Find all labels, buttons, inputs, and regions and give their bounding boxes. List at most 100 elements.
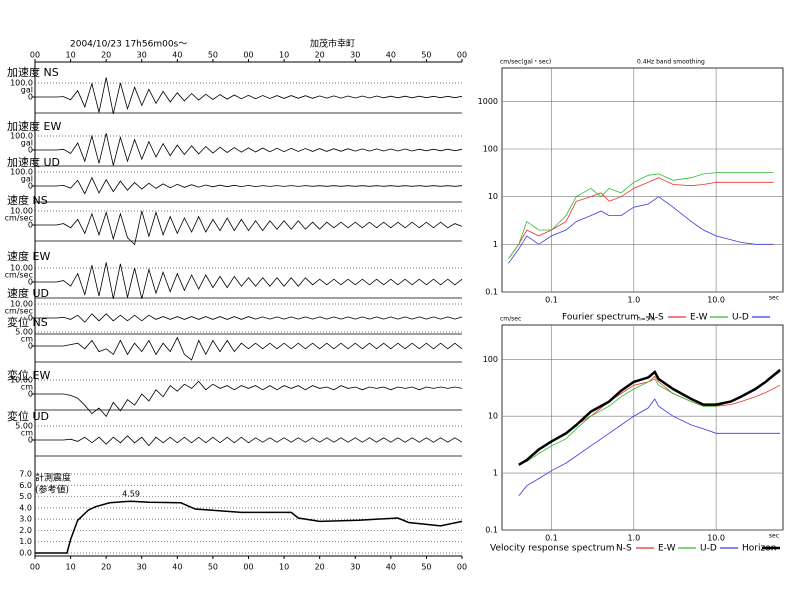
legend-label: E-W	[690, 313, 708, 323]
x-axis-label: sec	[769, 295, 779, 302]
trace-unit: cm	[21, 383, 33, 392]
legend-label: U-D	[732, 313, 749, 323]
x-tick-label: 1.0	[627, 534, 640, 543]
trace-scale-label: 0	[28, 93, 33, 102]
trace-label: 速度 NS	[7, 193, 48, 207]
trace-label: 速度 UD	[7, 286, 49, 300]
y-tick-label: 0.0	[19, 549, 32, 558]
x-tick-label: 30	[137, 563, 147, 572]
legend-label: U-D	[700, 544, 717, 554]
x-tick-label: 20	[315, 51, 325, 60]
y-axis-label: cm/sec(gal・sec)	[500, 59, 551, 66]
trace-scale-label: 100.0	[10, 79, 33, 88]
trace-unit: cm	[21, 429, 33, 438]
x-tick-label: 00	[457, 563, 467, 572]
x-tick-label: 40	[172, 563, 182, 572]
x-tick-label: 00	[243, 51, 253, 60]
x-tick-label: 30	[350, 51, 360, 60]
y-tick-label: 7.0	[19, 470, 32, 479]
trace-label: 変位 NS	[7, 315, 48, 329]
trace-scale-label: 5.00	[15, 422, 33, 431]
trace-scale-label: 0	[28, 278, 33, 287]
y-tick-label: 0.1	[485, 526, 498, 535]
y-tick-label: 10	[488, 192, 498, 201]
x-tick-label: 00	[30, 563, 40, 572]
trace-label: 変位 EW	[7, 368, 50, 382]
intensity-subtitle: (参考値)	[35, 484, 69, 496]
trace-unit: gal	[21, 86, 33, 95]
trace	[35, 435, 463, 447]
x-axis-label: sec	[769, 533, 779, 540]
trace-scale-label: 0	[28, 390, 33, 399]
trace	[35, 380, 463, 418]
trace-label: 加速度 NS	[7, 65, 59, 79]
station-name: 加茂市幸町	[310, 38, 355, 50]
annotation: h=5%	[637, 316, 656, 323]
trace	[35, 210, 463, 246]
peak-label: 4.59	[122, 490, 140, 499]
intensity-title: 計測震度	[35, 472, 71, 484]
y-tick-label: 100	[483, 144, 498, 153]
trace-scale-label: 10.00	[10, 376, 33, 385]
x-tick-label: 00	[243, 563, 253, 572]
trace-scale-label: 100.0	[10, 132, 33, 141]
legend-label: Horizon	[742, 544, 776, 554]
trace-unit: cm	[21, 335, 33, 344]
y-tick-label: 1.0	[19, 537, 32, 546]
x-tick-label: 0.1	[545, 534, 558, 543]
x-tick-label: 10	[279, 51, 289, 60]
trace-scale-label: 10.00	[10, 264, 33, 273]
x-tick-label: 1.0	[627, 296, 640, 305]
intensity-line	[35, 500, 463, 554]
spectrum-line	[508, 172, 774, 259]
trace-scale-label: 10.00	[10, 300, 33, 309]
trace-scale-label: 0	[28, 182, 33, 191]
x-tick-label: 40	[386, 51, 396, 60]
annotation: 0.4Hz band smoothing	[637, 59, 705, 66]
y-tick-label: 1	[493, 240, 498, 249]
trace-label: 加速度 UD	[7, 155, 60, 169]
spectrum-line	[508, 196, 774, 264]
trace	[35, 262, 463, 299]
trace-scale-label: 5.00	[15, 328, 33, 337]
legend-title: Velocity response spectrum	[490, 544, 615, 554]
x-tick-label: 10	[65, 51, 75, 60]
x-tick-label: 50	[421, 51, 431, 60]
trace-scale-label: 0	[28, 221, 33, 230]
x-tick-label: 0.1	[545, 296, 558, 305]
y-tick-label: 2.0	[19, 526, 32, 535]
trace-unit: cm/sec	[5, 271, 33, 280]
trace-unit: gal	[21, 139, 33, 148]
trace	[35, 313, 463, 323]
x-tick-label: 50	[421, 563, 431, 572]
y-tick-label: 5.0	[19, 492, 32, 501]
spectrum-line	[508, 177, 774, 259]
trace-label: 加速度 EW	[7, 119, 61, 133]
y-tick-label: 10	[488, 412, 498, 421]
x-tick-label: 10	[65, 563, 75, 572]
x-tick-label: 40	[386, 563, 396, 572]
trace-label: 変位 UD	[7, 409, 49, 423]
y-tick-label: 1000	[478, 97, 498, 106]
x-tick-label: 10.0	[707, 534, 725, 543]
legend-label: N-S	[648, 313, 664, 323]
trace	[35, 77, 463, 114]
x-tick-label: 00	[30, 51, 40, 60]
legend-label: E-W	[658, 544, 676, 554]
trace-scale-label: 100.0	[10, 168, 33, 177]
trace-unit: cm/sec	[5, 214, 33, 223]
x-tick-label: 40	[172, 51, 182, 60]
trace	[35, 336, 463, 361]
trace-scale-label: 0	[28, 436, 33, 445]
x-tick-label: 10	[279, 563, 289, 572]
spectrum-line	[518, 368, 781, 466]
record-time: 2004/10/23 17h56m00s〜	[70, 40, 187, 50]
y-tick-label: 3.0	[19, 515, 32, 524]
trace	[35, 176, 463, 195]
x-tick-label: 20	[101, 563, 111, 572]
y-axis-label: cm/sec	[500, 316, 521, 323]
trace-unit: cm/sec	[5, 307, 33, 316]
x-tick-label: 00	[457, 51, 467, 60]
